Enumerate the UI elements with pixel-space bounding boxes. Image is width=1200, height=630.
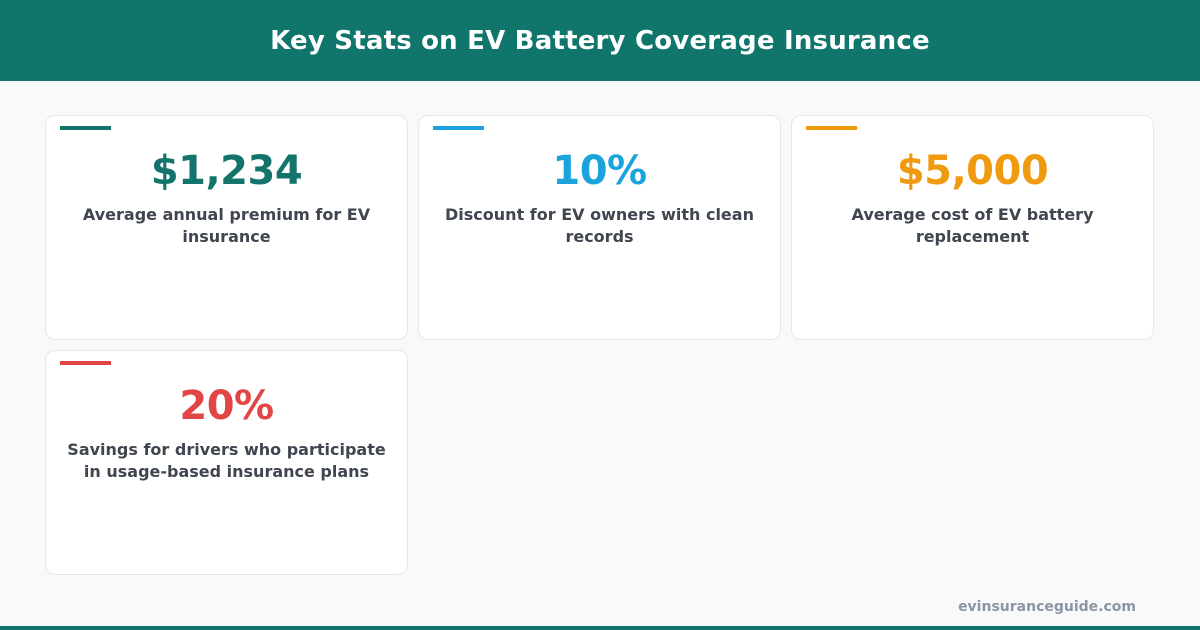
header-banner: Key Stats on EV Battery Coverage Insuran… <box>0 0 1200 81</box>
card-accent-bar <box>60 361 111 365</box>
card-accent-bar <box>806 126 857 130</box>
stat-value: 20% <box>179 383 274 429</box>
stat-value: $5,000 <box>896 148 1049 194</box>
card-accent-bar <box>60 126 111 130</box>
stat-card: $1,234 Average annual premium for EV ins… <box>45 115 408 340</box>
stat-label: Average cost of EV battery replacement <box>851 205 1094 246</box>
footer-bar <box>0 626 1200 630</box>
footer-site-link[interactable]: evinsuranceguide.com <box>958 599 1136 615</box>
stat-label: Savings for drivers who participate in u… <box>67 440 386 481</box>
stat-card: 20% Savings for drivers who participate … <box>45 350 408 575</box>
stat-value: 10% <box>552 148 647 194</box>
stat-value: $1,234 <box>150 148 303 194</box>
stat-label: Average annual premium for EV insurance <box>82 205 371 246</box>
stat-label: Discount for EV owners with clean record… <box>445 205 754 246</box>
page-title: Key Stats on EV Battery Coverage Insuran… <box>270 25 930 56</box>
stat-card: $5,000 Average cost of EV battery replac… <box>791 115 1154 340</box>
stat-card: 10% Discount for EV owners with clean re… <box>418 115 781 340</box>
card-accent-bar <box>433 126 484 130</box>
